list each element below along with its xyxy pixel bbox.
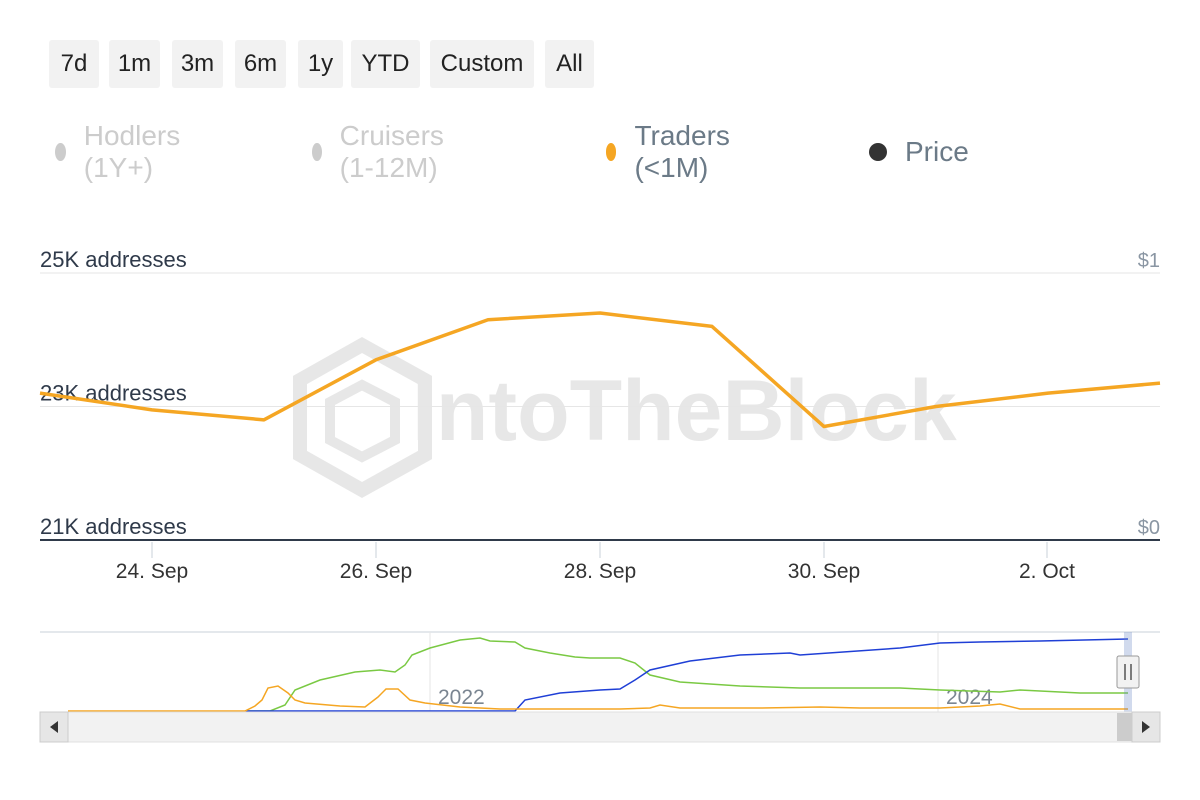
legend-item-1[interactable]: Cruisers (1-12M) (312, 120, 452, 183)
navigator-year-label: 2022 (438, 686, 485, 709)
range-button-all[interactable]: All (545, 40, 594, 88)
legend-dot-icon (55, 143, 66, 161)
y-right-tick-label: $1 (1138, 250, 1160, 272)
legend-item-2[interactable]: Traders (<1M) (606, 120, 737, 183)
scrollbar-track (39, 711, 1161, 743)
y-tick-label: 25K addresses (40, 247, 187, 272)
legend-item-3[interactable]: Price (869, 130, 969, 174)
legend-label: Traders (<1M) (634, 120, 730, 183)
range-button-1m[interactable]: 1m (109, 40, 160, 88)
y-tick-label: 23K addresses (40, 381, 187, 406)
x-tick-label: 28. Sep (564, 560, 636, 583)
legend-label: Price (905, 136, 969, 167)
x-tick-label: 26. Sep (340, 560, 412, 583)
range-button-3m[interactable]: 3m (172, 40, 223, 88)
watermark-logo-inner-icon (325, 379, 400, 463)
range-button-custom[interactable]: Custom (430, 40, 534, 88)
handle-grip-icon (1116, 655, 1140, 689)
range-button-1y[interactable]: 1y (298, 40, 343, 88)
range-button-ytd[interactable]: YTD (351, 40, 420, 88)
scroll-left-arrow-icon (50, 721, 58, 733)
x-tick-label: 2. Oct (1019, 560, 1075, 583)
legend-label: Cruisers (1-12M) (339, 120, 444, 183)
legend-item-0[interactable]: Hodlers (1Y+) (55, 120, 187, 183)
y-tick-label: 21K addresses (40, 514, 187, 539)
range-button-6m[interactable]: 6m (235, 40, 286, 88)
x-tick-label: 24. Sep (116, 560, 188, 583)
watermark-logo-icon (293, 336, 432, 499)
scroll-left-button[interactable] (39, 711, 69, 743)
legend-dot-icon (312, 143, 322, 161)
legend-dot-icon (606, 143, 617, 161)
navigator-scrollbar (39, 711, 1161, 743)
navigator-series-traders (68, 685, 1128, 712)
range-button-7d[interactable]: 7d (49, 40, 99, 88)
legend-dot-icon (869, 143, 887, 161)
watermark-text: IntoTheBlock (412, 363, 957, 459)
scroll-right-arrow-icon (1142, 721, 1150, 733)
x-tick-label: 30. Sep (788, 560, 860, 583)
scrollbar-thumb[interactable] (1117, 713, 1133, 741)
y-right-tick-label: $0 (1138, 517, 1160, 539)
navigator-series-cruisers (245, 638, 1129, 712)
watermark: IntoTheBlock (293, 336, 957, 499)
scroll-right-button[interactable] (1131, 711, 1161, 743)
navigator-series-hodlers (245, 637, 1128, 712)
legend-label: Hodlers (1Y+) (83, 120, 181, 183)
navigator-handle[interactable] (1116, 655, 1140, 689)
